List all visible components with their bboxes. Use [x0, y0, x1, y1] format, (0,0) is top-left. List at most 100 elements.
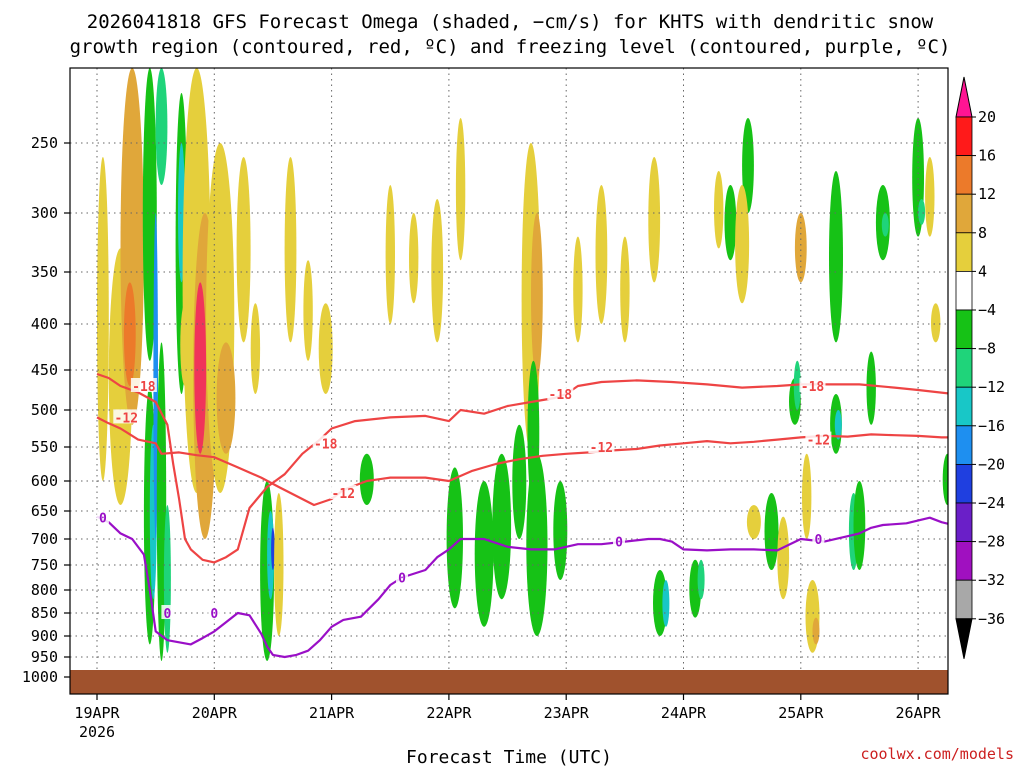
red-contour-label-1: -12 [115, 411, 138, 426]
omega-blob-10 [163, 505, 171, 653]
purple-contour-label-2: 0 [398, 572, 406, 587]
colorbar: 20 16 12 8 4 −4 −8 −12 −16 −20 −24 −28 −32 −36 [955, 76, 1005, 659]
colorbar-swatch-9 [955, 463, 973, 504]
omega-blob-59 [794, 213, 807, 283]
purple-label-bg-1 [208, 605, 221, 619]
omega-blob-30 [409, 213, 419, 304]
purple-label-bg-0 [96, 509, 109, 524]
omega-shading [97, 68, 948, 661]
colorbar-swatch-8 [955, 425, 973, 465]
x-axis-title: Forecast Time (UTC) [406, 747, 612, 768]
omega-blob-52 [742, 118, 754, 213]
y-tick-label-0: 250 [31, 134, 58, 152]
ground-surface [70, 670, 948, 694]
omega-blob-50 [714, 171, 724, 249]
omega-blob-62 [812, 617, 820, 645]
purple-label-bg-3 [613, 533, 625, 548]
red-contour-label-5: -12 [590, 441, 613, 456]
colorbar-swatch-11 [955, 541, 973, 581]
colorbar-top-cap [955, 76, 973, 118]
omega-blob-42 [573, 236, 583, 343]
y-tick-label-9: 700 [31, 530, 58, 548]
red-contour-label-4: -18 [549, 388, 573, 403]
omega-blob-60 [802, 453, 812, 539]
omega-blob-51 [724, 185, 737, 261]
omega-blob-70 [866, 351, 876, 425]
omega-blob-16 [194, 282, 207, 454]
omega-blob-5 [155, 68, 168, 185]
y-tick-label-12: 850 [31, 604, 58, 622]
red-label-bg-1 [113, 409, 140, 424]
colorbar-label-5: −4 [978, 301, 996, 319]
colorbar-swatch-3 [955, 232, 973, 272]
colorbar-label-13: −36 [978, 610, 1005, 628]
colorbar-swatch-12 [955, 579, 973, 620]
x-tick-label-3: 22APR [426, 704, 472, 722]
colorbar-bottom-cap [955, 618, 973, 659]
omega-blob-75 [942, 453, 948, 505]
x-tick-label-0: 19APR [74, 704, 120, 722]
red-label-bg-2 [312, 435, 339, 450]
colorbar-swatch-5 [955, 309, 973, 349]
y-tick-label-13: 900 [31, 627, 58, 645]
chart-title-line1: 2026041818 GFS Forecast Omega (shaded, −… [87, 11, 934, 33]
plot-frame [69, 67, 949, 695]
x-tick-label-4: 23APR [544, 704, 590, 722]
omega-blob-38 [531, 213, 543, 378]
colorbar-swatch-6 [955, 348, 973, 388]
omega-blob-55 [764, 493, 779, 570]
omega-blob-65 [834, 410, 842, 440]
contour-line-dgz-18 [96, 372, 948, 564]
purple-contour-label-0: 0 [99, 512, 107, 527]
y-tick-label-6: 550 [31, 438, 58, 456]
omega-blob-53 [735, 185, 750, 304]
omega-blob-69 [881, 213, 889, 237]
colorbar-swatch-1 [955, 155, 973, 195]
colorbar-label-3: 8 [978, 224, 987, 242]
colorbar-swatch-0 [955, 116, 973, 156]
omega-blob-25 [284, 157, 297, 343]
x-year-label: 2026 [79, 723, 115, 741]
red-contour-label-6: -18 [801, 380, 825, 395]
omega-blob-20 [250, 303, 261, 394]
omega-blob-28 [359, 453, 374, 505]
y-tick-label-5: 500 [31, 401, 58, 419]
purple-contour-label-4: 0 [814, 533, 822, 548]
x-tick-label-6: 25APR [778, 704, 824, 722]
x-axis-ticks: 19APR 20APR 21APR 22APR 23APR 24APR 25APR 26APR [74, 694, 942, 722]
contour-line-freezing [96, 515, 948, 659]
y-tick-label-8: 650 [31, 502, 58, 520]
omega-blob-4 [142, 68, 157, 361]
omega-blob-56 [777, 516, 790, 600]
omega-blob-49 [697, 559, 705, 600]
purple-label-bg-5 [161, 605, 174, 619]
omega-blob-43 [595, 185, 608, 324]
colorbar-label-10: −24 [978, 494, 1005, 512]
omega-blob-31 [431, 199, 444, 343]
omega-blob-33 [446, 467, 463, 609]
purple-contour-label-5: 0 [163, 607, 171, 622]
omega-blob-29 [385, 185, 395, 324]
colorbar-label-4: 4 [978, 262, 987, 280]
omega-blob-47 [662, 580, 670, 627]
red-contour-label-3: -12 [332, 487, 355, 502]
omega-blob-8 [153, 213, 158, 539]
credit-text: coolwx.com/models [860, 745, 1014, 763]
x-tick-label-7: 26APR [896, 704, 942, 722]
x-tick-label-1: 20APR [192, 704, 238, 722]
omega-blob-44 [620, 236, 630, 343]
contour-lines [96, 372, 948, 659]
y-tick-label-10: 750 [31, 556, 58, 574]
chart-title-line2: growth region (contoured, red, ºC) and f… [70, 36, 951, 58]
omega-blob-9 [156, 342, 167, 661]
colorbar-label-6: −8 [978, 340, 996, 358]
colorbar-label-8: −16 [978, 417, 1005, 435]
y-tick-label-7: 600 [31, 472, 58, 490]
omega-blob-27 [318, 303, 333, 394]
purple-label-bg-4 [812, 531, 825, 545]
y-tick-label-11: 800 [31, 581, 58, 599]
colorbar-label-7: −12 [978, 378, 1005, 396]
omega-blob-54 [746, 505, 761, 539]
omega-blob-18 [216, 342, 236, 454]
